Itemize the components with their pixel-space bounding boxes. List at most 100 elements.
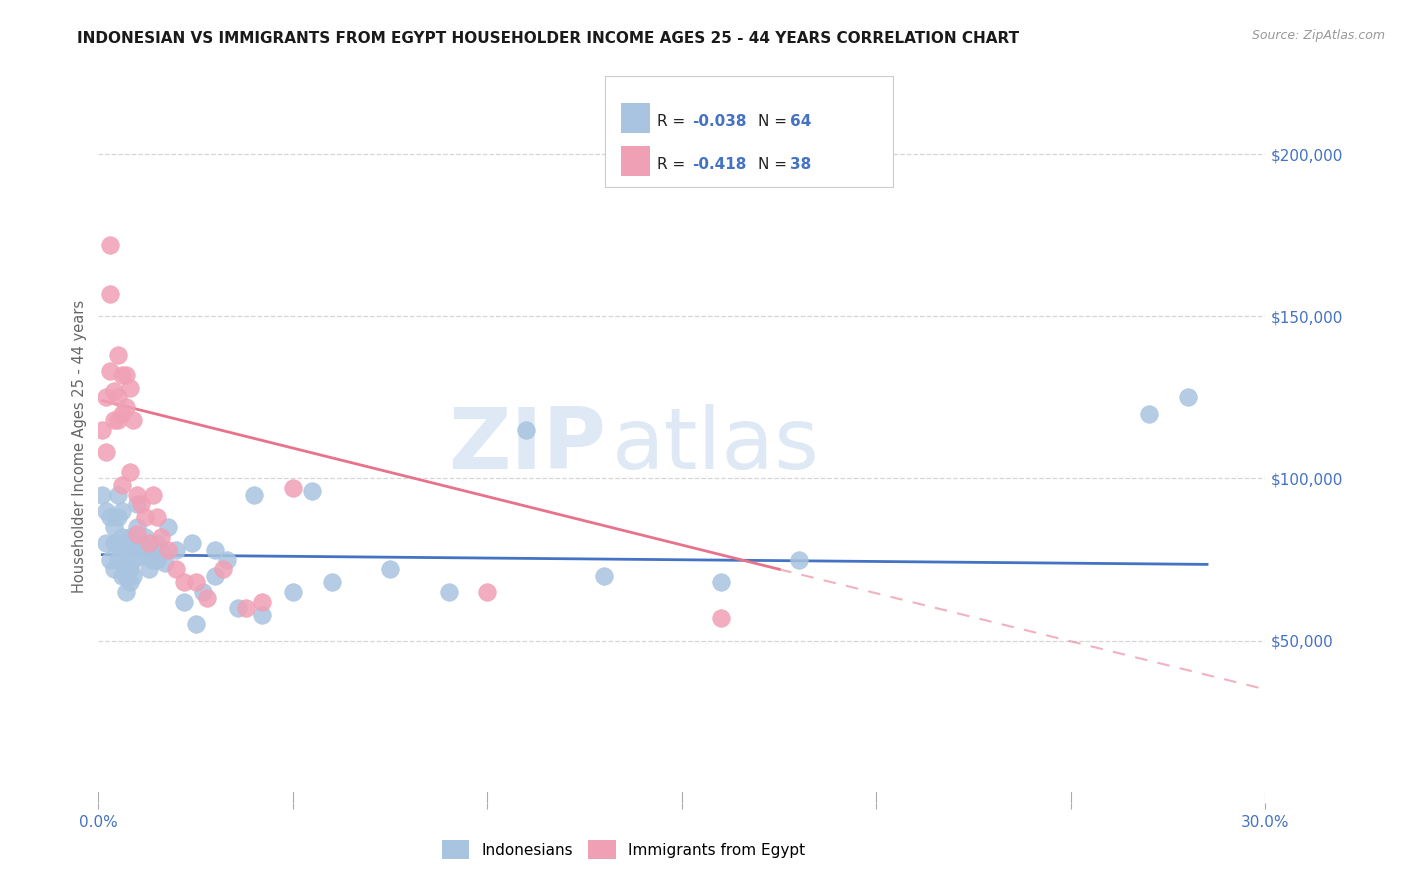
Point bbox=[142, 552, 165, 566]
Point bbox=[103, 536, 125, 550]
Point bbox=[103, 384, 125, 398]
Point bbox=[122, 536, 145, 550]
Point bbox=[149, 542, 172, 557]
Text: Source: ZipAtlas.com: Source: ZipAtlas.com bbox=[1251, 29, 1385, 42]
Point bbox=[96, 504, 118, 518]
Point bbox=[114, 585, 136, 599]
Point bbox=[129, 549, 152, 564]
Y-axis label: Householder Income Ages 25 - 44 years: Householder Income Ages 25 - 44 years bbox=[72, 300, 87, 592]
Point bbox=[184, 617, 207, 632]
Point bbox=[157, 520, 180, 534]
Point bbox=[138, 562, 160, 576]
Point bbox=[134, 542, 156, 557]
Point bbox=[91, 488, 114, 502]
Point bbox=[134, 510, 156, 524]
Point bbox=[111, 568, 134, 582]
Point bbox=[118, 530, 141, 544]
Point bbox=[250, 607, 273, 622]
Point bbox=[111, 542, 134, 557]
Point bbox=[437, 585, 460, 599]
Point bbox=[127, 526, 149, 541]
Point bbox=[146, 536, 169, 550]
Point bbox=[301, 484, 323, 499]
Point bbox=[142, 488, 165, 502]
Point bbox=[173, 575, 195, 590]
Point bbox=[149, 530, 172, 544]
Point bbox=[107, 510, 129, 524]
Point bbox=[107, 348, 129, 362]
Point bbox=[477, 585, 499, 599]
Point bbox=[138, 549, 160, 564]
Text: N =: N = bbox=[758, 157, 792, 172]
Point bbox=[710, 575, 733, 590]
Point bbox=[107, 536, 129, 550]
Text: -0.418: -0.418 bbox=[692, 157, 747, 172]
Point bbox=[122, 568, 145, 582]
Point bbox=[153, 556, 176, 570]
Point bbox=[204, 568, 226, 582]
Point bbox=[107, 552, 129, 566]
Point bbox=[127, 488, 149, 502]
Text: atlas: atlas bbox=[612, 404, 820, 488]
Point bbox=[1177, 390, 1199, 404]
Point bbox=[111, 530, 134, 544]
Point bbox=[111, 478, 134, 492]
Point bbox=[107, 488, 129, 502]
Point bbox=[111, 407, 134, 421]
Legend: Indonesians, Immigrants from Egypt: Indonesians, Immigrants from Egypt bbox=[434, 832, 813, 866]
Point bbox=[114, 568, 136, 582]
Point bbox=[515, 423, 537, 437]
Point bbox=[114, 400, 136, 414]
Point bbox=[134, 530, 156, 544]
Point bbox=[228, 601, 250, 615]
Text: 64: 64 bbox=[790, 114, 811, 128]
Point bbox=[118, 465, 141, 479]
Point bbox=[243, 488, 266, 502]
Text: -0.038: -0.038 bbox=[692, 114, 747, 128]
Point bbox=[212, 562, 235, 576]
Point bbox=[111, 504, 134, 518]
Text: N =: N = bbox=[758, 114, 792, 128]
Point bbox=[91, 423, 114, 437]
Point bbox=[195, 591, 218, 606]
Point bbox=[107, 413, 129, 427]
Point bbox=[215, 552, 238, 566]
Point bbox=[122, 413, 145, 427]
Point bbox=[98, 286, 121, 301]
Text: ZIP: ZIP bbox=[449, 404, 606, 488]
Point bbox=[157, 542, 180, 557]
Point bbox=[710, 611, 733, 625]
Point bbox=[103, 562, 125, 576]
Point bbox=[127, 497, 149, 511]
Point bbox=[180, 536, 202, 550]
Point bbox=[118, 542, 141, 557]
Text: R =: R = bbox=[657, 114, 690, 128]
Point bbox=[103, 413, 125, 427]
Point bbox=[111, 368, 134, 382]
Point bbox=[281, 481, 304, 495]
Point bbox=[235, 601, 257, 615]
Point bbox=[380, 562, 402, 576]
Point bbox=[98, 238, 121, 252]
Point bbox=[96, 445, 118, 459]
Text: 38: 38 bbox=[790, 157, 811, 172]
Point bbox=[103, 520, 125, 534]
Text: R =: R = bbox=[657, 157, 690, 172]
Point bbox=[122, 552, 145, 566]
Point bbox=[1137, 407, 1160, 421]
Point bbox=[107, 390, 129, 404]
Point bbox=[118, 575, 141, 590]
Point bbox=[281, 585, 304, 599]
Point bbox=[96, 536, 118, 550]
Point bbox=[118, 562, 141, 576]
Point bbox=[593, 568, 616, 582]
Point bbox=[96, 390, 118, 404]
Point bbox=[184, 575, 207, 590]
Point bbox=[173, 595, 195, 609]
Point bbox=[129, 497, 152, 511]
Point bbox=[114, 542, 136, 557]
Point bbox=[129, 536, 152, 550]
Point bbox=[114, 368, 136, 382]
Point bbox=[98, 364, 121, 378]
Point bbox=[193, 585, 215, 599]
